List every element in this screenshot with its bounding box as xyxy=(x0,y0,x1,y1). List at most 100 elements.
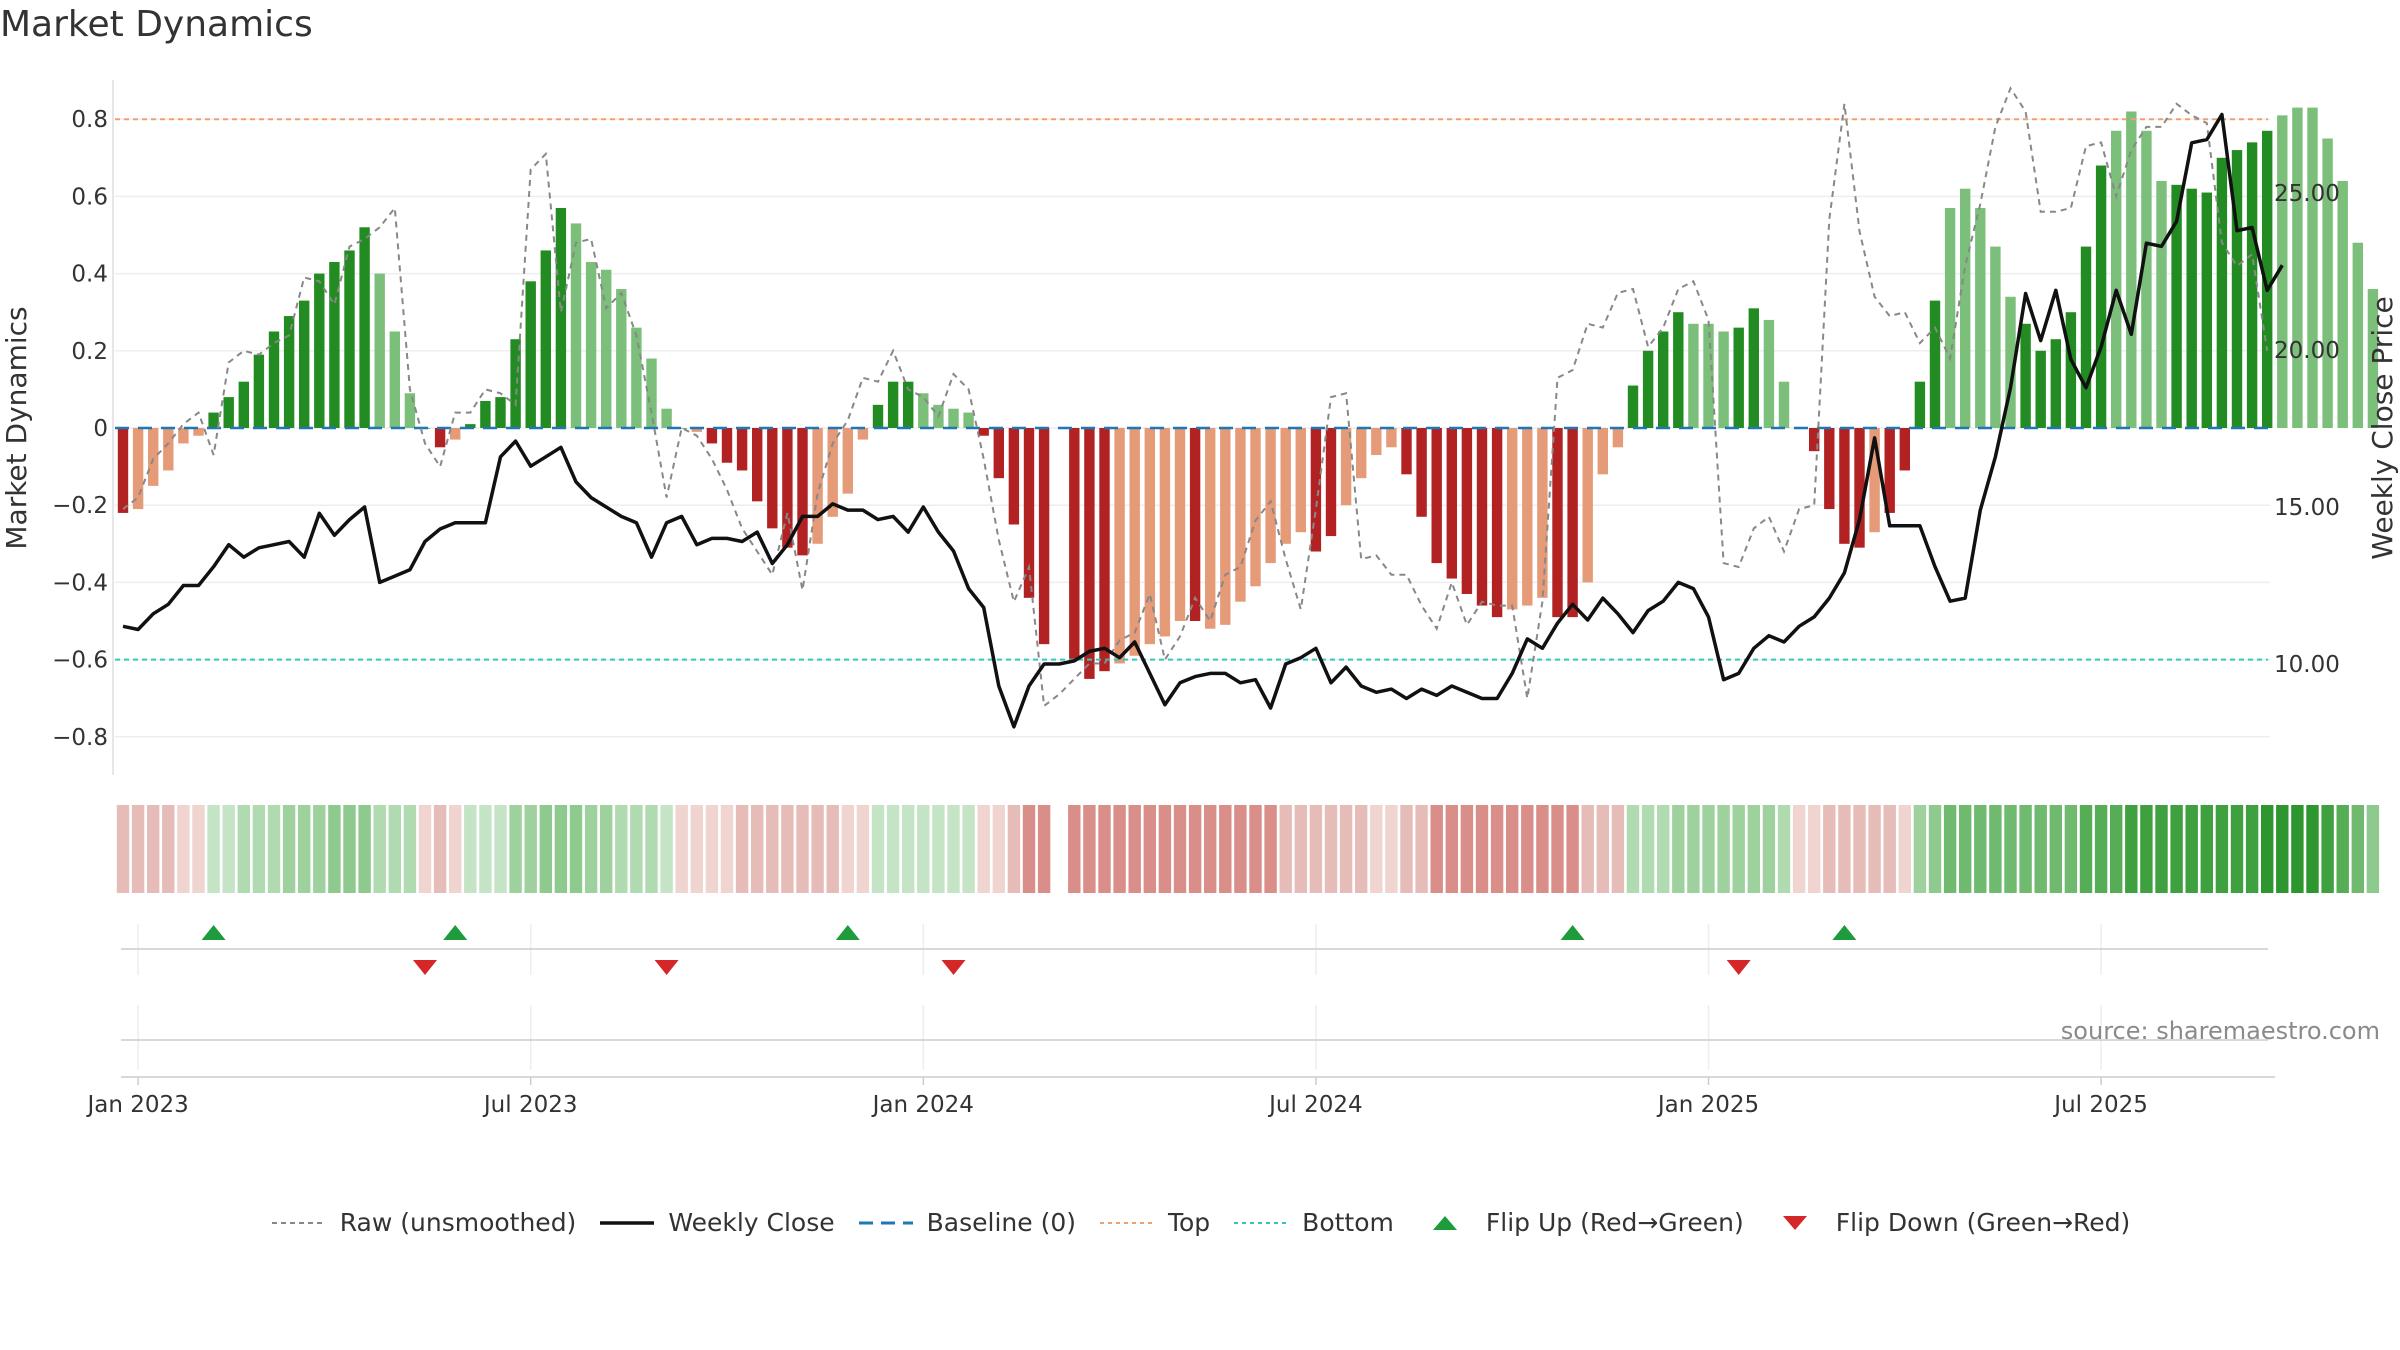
regime-cell xyxy=(192,805,205,893)
regime-cell xyxy=(1445,805,1458,893)
regime-cell xyxy=(1943,805,1957,893)
dynamics-bar xyxy=(2126,111,2137,428)
legend-item-top: Top xyxy=(1098,1208,1210,1237)
legend-triangle xyxy=(1782,1215,1807,1230)
dynamics-bar xyxy=(2156,180,2167,428)
dynamics-bar xyxy=(1461,428,1473,594)
regime-cell xyxy=(841,805,854,893)
dynamics-bar xyxy=(2262,130,2273,428)
x-axis: Jan 2023 Jul 2023 Jan 2024 Jul 2024 Jan 2025… xyxy=(85,1039,2275,1118)
baseline-legend-symbol xyxy=(858,1221,913,1224)
legend-label: Flip Up (Red→Green) xyxy=(1485,1208,1744,1237)
dynamics-bar xyxy=(344,250,355,428)
dynamics-bar xyxy=(2201,192,2212,428)
regime-cell xyxy=(494,805,507,893)
dynamics-bar xyxy=(178,428,189,444)
regime-cell xyxy=(977,805,990,893)
close-legend-symbol xyxy=(600,1220,655,1225)
dynamics-bar xyxy=(1114,428,1125,664)
regime-cell xyxy=(2155,805,2168,893)
dynamics-bar xyxy=(2080,246,2092,428)
flip_up-legend-symbol xyxy=(1432,1215,1457,1230)
regime-cell xyxy=(705,805,719,893)
weekly-close-line xyxy=(122,112,2284,729)
y-tick-label: −0.4 xyxy=(52,570,108,596)
flip-down-marker xyxy=(941,960,966,975)
left-axis-ticks: 0.8 0.6 0.4 0.2 0 −0.2 −0.4 −0.6 −0.8 xyxy=(52,107,108,751)
top-legend-symbol xyxy=(1099,1221,1154,1224)
regime-cell xyxy=(1098,805,1111,893)
dynamics-bar xyxy=(661,408,672,428)
dynamics-bar xyxy=(1824,428,1835,510)
dynamics-bar xyxy=(2050,339,2061,428)
regime-cell xyxy=(418,805,432,893)
dynamics-bar xyxy=(1990,246,2001,428)
regime-cell xyxy=(1913,805,1927,893)
flip-down-marker xyxy=(654,960,679,975)
regime-cell xyxy=(403,805,417,893)
dynamics-bar xyxy=(2171,184,2182,428)
regime-cell xyxy=(1188,805,1202,893)
regime-cell xyxy=(992,805,1005,893)
raw-unsmoothed-line xyxy=(122,86,2269,708)
regime-cell xyxy=(509,805,522,893)
dynamics-bar xyxy=(601,269,612,428)
regime-cell xyxy=(1400,805,1413,893)
dynamics-bar xyxy=(465,424,476,428)
regime-cell xyxy=(1792,805,1806,893)
regime-cell xyxy=(1264,805,1277,893)
y-tick-label: 0.4 xyxy=(71,262,108,288)
dynamics-bar xyxy=(2292,107,2303,429)
dynamics-bar xyxy=(2216,157,2228,429)
dynamics-bar xyxy=(2141,130,2152,428)
regime-cell xyxy=(1777,805,1791,893)
dynamics-bar xyxy=(450,428,461,440)
dynamics-bar xyxy=(1914,381,1926,428)
flip-down-marker xyxy=(413,960,437,975)
regime-cell xyxy=(690,805,703,893)
legend-label: Weekly Close xyxy=(668,1208,835,1237)
regime-cell xyxy=(313,805,326,893)
regime-cell xyxy=(1883,805,1896,893)
regime-cell xyxy=(177,805,190,893)
flip-up-marker xyxy=(201,925,226,940)
dynamics-bar xyxy=(1718,331,1729,428)
dynamics-bar xyxy=(676,428,687,429)
dynamics-bar xyxy=(1763,319,1775,428)
regime-cell xyxy=(2049,805,2062,893)
regime-cell xyxy=(2321,805,2334,893)
dynamics-bar xyxy=(1144,428,1155,645)
dynamics-bar xyxy=(2065,312,2077,428)
dynamics-bar xyxy=(208,412,219,428)
dynamics-bar xyxy=(2246,142,2258,429)
dynamics-bar xyxy=(268,331,280,428)
dynamics-bar xyxy=(2095,165,2107,428)
dynamics-bar xyxy=(1507,428,1518,610)
regime-cell xyxy=(2230,805,2244,893)
dynamics-bar xyxy=(2020,323,2031,428)
dynamics-bar xyxy=(359,227,370,428)
regime-cell xyxy=(1234,805,1247,893)
regime-cell xyxy=(1309,805,1323,893)
dynamics-bar xyxy=(631,327,642,428)
regime-cell xyxy=(1083,805,1096,893)
regime-cell xyxy=(1279,805,1292,893)
x-tick-label: Jul 2024 xyxy=(1267,1092,1363,1118)
dynamics-bar xyxy=(1189,428,1201,621)
regime-cell xyxy=(1717,805,1730,893)
dynamics-bar xyxy=(706,428,718,444)
regime-cell xyxy=(856,805,870,893)
dynamics-bar xyxy=(1023,428,1035,598)
dynamics-bar xyxy=(2352,242,2363,428)
dynamics-bar xyxy=(1356,428,1367,479)
dynamics-bar xyxy=(2367,289,2379,428)
legend-item-baseline: Baseline (0) xyxy=(857,1208,1076,1237)
dynamics-bar xyxy=(2035,350,2046,428)
dynamics-bar xyxy=(1295,428,1306,533)
regime-cell xyxy=(584,805,598,893)
dynamics-bar xyxy=(1325,428,1337,537)
dynamics-bar xyxy=(540,250,551,428)
dynamics-bar xyxy=(1642,350,1654,428)
regime-cell xyxy=(932,805,945,893)
regime-cell xyxy=(1536,805,1549,893)
